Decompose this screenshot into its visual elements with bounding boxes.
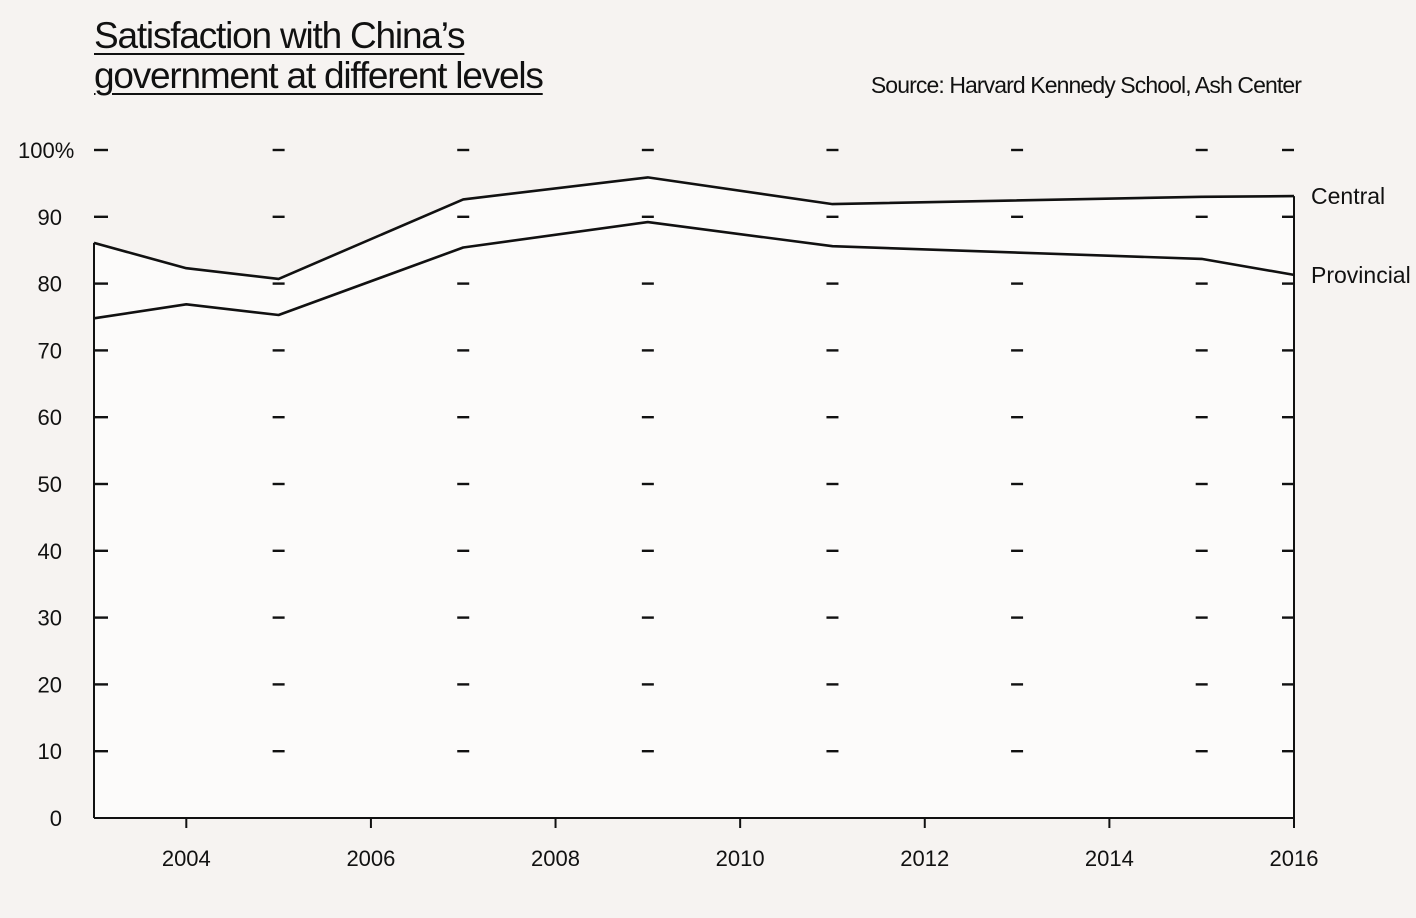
series-label-central: Central bbox=[1311, 183, 1385, 209]
y-tick-labels: 0 10 20 30 40 50 60 70 80 90 100% bbox=[18, 138, 74, 831]
series-line-central bbox=[93, 176, 1295, 281]
chart-title-line-1: Satisfaction with China’s bbox=[94, 15, 466, 56]
y-tick-label: 60 bbox=[38, 405, 62, 430]
y-tick-label: 10 bbox=[38, 739, 62, 764]
chart-title-line-2: government at different levels bbox=[94, 55, 544, 96]
y-tick-label: 70 bbox=[38, 338, 62, 363]
y-tick-label: 30 bbox=[38, 606, 62, 631]
chart-title: Satisfaction with China’s government at … bbox=[94, 15, 544, 96]
x-tick-label: 2006 bbox=[346, 846, 395, 871]
x-tick-label: 2008 bbox=[531, 846, 580, 871]
y-tick-label: 40 bbox=[38, 539, 62, 564]
plot-area-fill bbox=[94, 177, 1294, 818]
grid-marks bbox=[94, 148, 1294, 753]
x-tick-label: 2010 bbox=[716, 846, 765, 871]
series-label-provincial: Provincial bbox=[1311, 262, 1411, 288]
x-tick-label: 2016 bbox=[1270, 846, 1319, 871]
x-tick-label: 2014 bbox=[1085, 846, 1134, 871]
x-tick-labels: 2004 2006 2008 2010 2012 2014 2016 bbox=[162, 818, 1319, 871]
series-line-provincial bbox=[93, 220, 1295, 320]
x-tick-label: 2012 bbox=[900, 846, 949, 871]
y-tick-label: 20 bbox=[38, 672, 62, 697]
y-tick-label: 50 bbox=[38, 472, 62, 497]
x-tick-label: 2004 bbox=[162, 846, 211, 871]
y-tick-label: 90 bbox=[38, 205, 62, 230]
y-tick-label: 100% bbox=[18, 138, 74, 163]
source-note: Source: Harvard Kennedy School, Ash Cent… bbox=[870, 72, 1302, 98]
y-tick-label: 0 bbox=[50, 806, 62, 831]
y-tick-label: 80 bbox=[38, 272, 62, 297]
